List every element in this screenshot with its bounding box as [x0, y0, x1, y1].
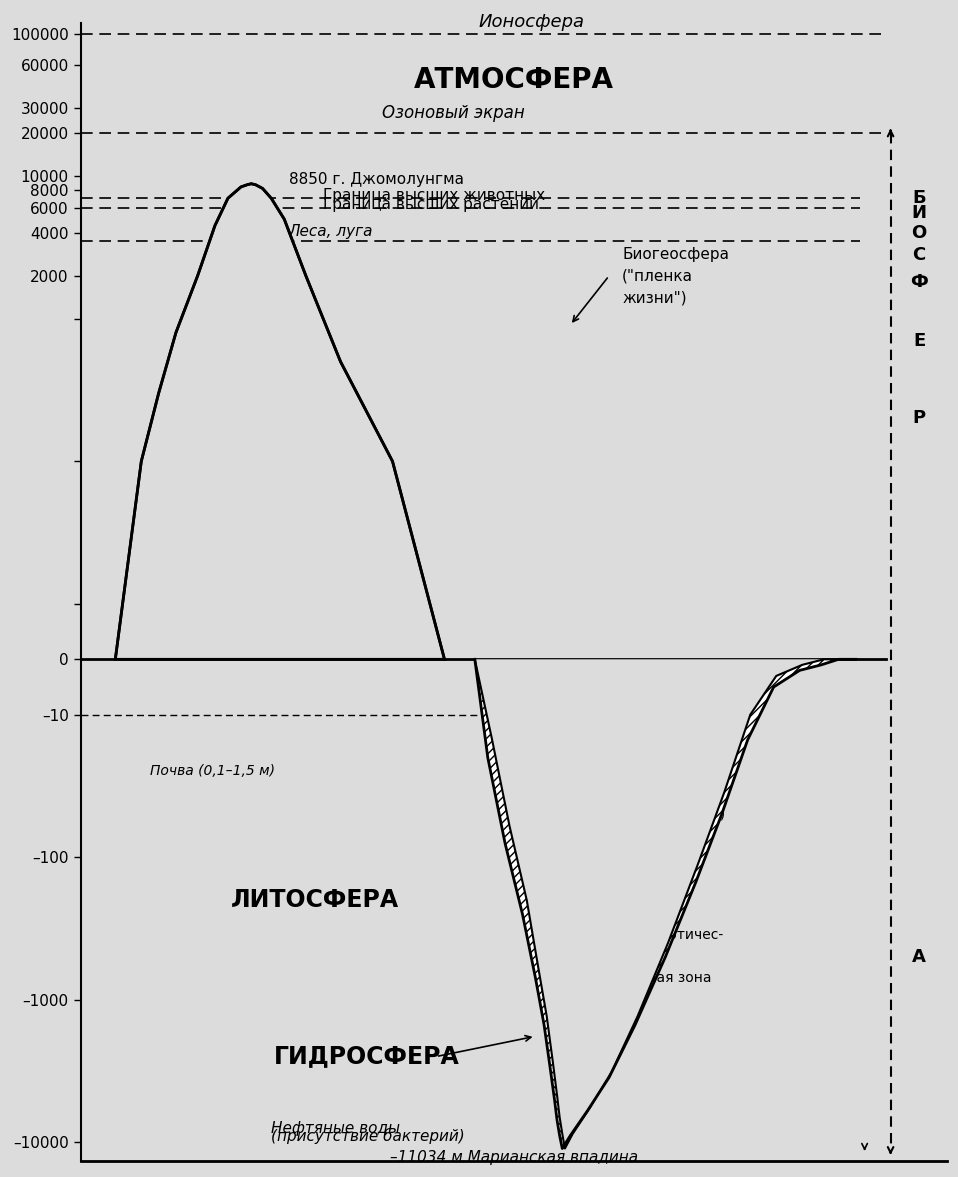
Text: Граница высших животных: Граница высших животных [323, 187, 545, 202]
Text: Почва (0,1–1,5 м): Почва (0,1–1,5 м) [150, 765, 275, 778]
Text: Граница высших растений: Граница высших растений [323, 198, 539, 212]
Text: А: А [912, 947, 926, 966]
Text: ЛИТОСФЕРА: ЛИТОСФЕРА [231, 889, 399, 912]
Text: Б: Б [912, 189, 926, 207]
Text: жизни"): жизни") [622, 291, 687, 305]
Polygon shape [115, 184, 445, 659]
Text: кая зона: кая зона [648, 971, 712, 985]
Polygon shape [475, 659, 855, 1149]
Text: С: С [913, 246, 925, 264]
Text: 8850 г. Джомолунгма: 8850 г. Джомолунгма [288, 172, 464, 187]
Text: Ф: Ф [910, 273, 928, 292]
Text: Нефтяные воды: Нефтяные воды [271, 1122, 400, 1136]
Text: АТМОСФЕРА: АТМОСФЕРА [414, 66, 614, 94]
Text: Биогеосфера: Биогеосфера [622, 247, 729, 262]
Text: ГИДРОСФЕРА: ГИДРОСФЕРА [274, 1045, 460, 1069]
Text: Ионосфера: Ионосфера [478, 13, 584, 31]
Polygon shape [475, 659, 855, 1149]
Text: Р: Р [913, 410, 925, 427]
Text: Эфотическая: Эфотическая [635, 744, 732, 758]
Text: –11034 м Марианская впадина: –11034 м Марианская впадина [390, 1150, 638, 1165]
Text: Афотичес-: Афотичес- [648, 927, 724, 942]
Text: ("пленка: ("пленка [622, 268, 693, 284]
Text: Леса, луга: Леса, луга [288, 224, 373, 239]
Text: Озоновый экран: Озоновый экран [382, 104, 525, 122]
Text: И: И [912, 204, 926, 222]
Text: (присутствие бактерий): (присутствие бактерий) [271, 1128, 465, 1144]
Text: О: О [912, 224, 926, 242]
Text: Е: Е [913, 332, 925, 350]
Text: зона (100 м): зона (100 м) [635, 807, 725, 822]
